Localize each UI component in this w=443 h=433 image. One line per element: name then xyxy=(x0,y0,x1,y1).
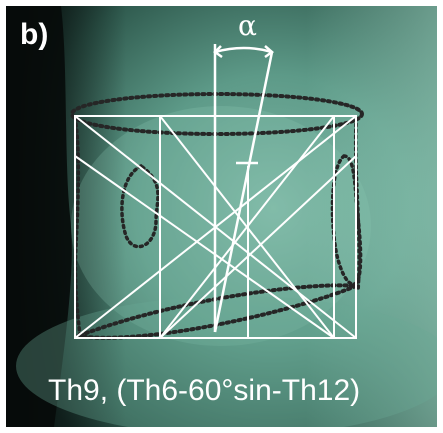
xray-image xyxy=(6,6,437,427)
left-pedicle-outline xyxy=(120,163,160,249)
xray-panel: b) α Th9, (Th6-60°sin-Th12) xyxy=(6,6,437,427)
bright-right-region xyxy=(306,6,437,427)
dark-left-shape xyxy=(6,6,72,427)
tilted-axis-line xyxy=(213,51,274,333)
diagonal-4 xyxy=(159,115,335,339)
lower-body-glow xyxy=(16,296,437,427)
upper-endplate-outline xyxy=(70,92,364,136)
arc-arrow-left xyxy=(213,45,223,59)
figure-caption: Th9, (Th6-60°sin-Th12) xyxy=(48,374,361,407)
measurement-overlay xyxy=(74,44,357,339)
arc-arrow-right xyxy=(264,45,275,59)
diagonal-5 xyxy=(74,155,335,339)
panel-label: b) xyxy=(20,18,49,51)
diagonal-6 xyxy=(159,155,357,339)
angle-arc xyxy=(214,46,273,54)
angle-alpha-label: α xyxy=(238,9,257,42)
left-side-outline xyxy=(73,122,82,338)
